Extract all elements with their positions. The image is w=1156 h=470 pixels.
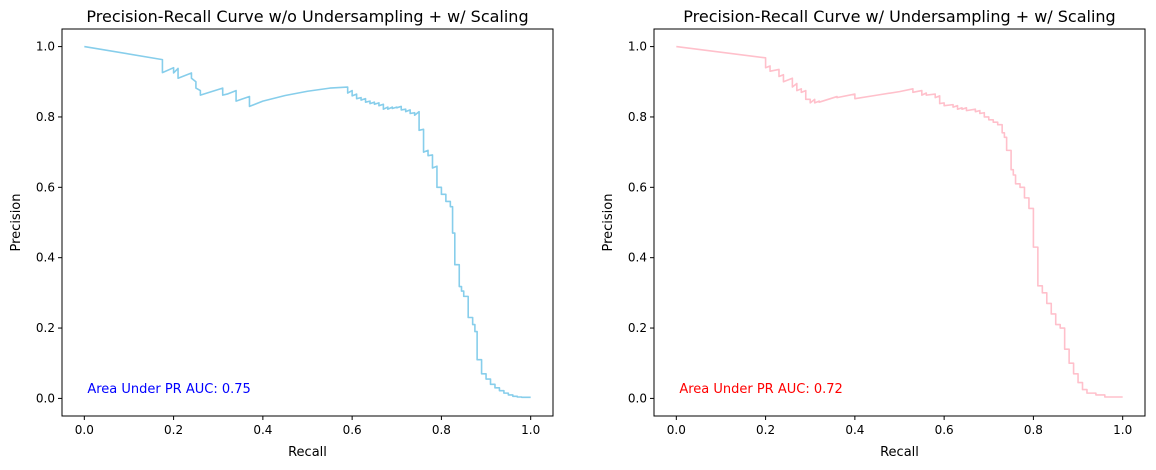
y-tick-label: 0.8 [36, 110, 55, 124]
x-tick-label: 0.2 [164, 423, 183, 437]
chart-panel-1: Precision-Recall Curve w/o Undersampling… [9, 7, 554, 460]
plot-frame [653, 28, 1146, 417]
x-axis-label: Recall [880, 445, 919, 460]
y-tick-label: 0.0 [36, 391, 55, 405]
chart-title: Precision-Recall Curve w/ Undersampling … [683, 7, 1115, 26]
y-tick-label: 1.0 [36, 40, 55, 54]
x-tick-label: 1.0 [521, 423, 540, 437]
x-tick-label: 0.2 [756, 423, 775, 437]
y-tick-label: 0.4 [36, 251, 55, 265]
x-tick-label: 0.6 [343, 423, 362, 437]
y-tick-label: 0.6 [36, 180, 55, 194]
x-tick-label: 0.0 [75, 423, 94, 437]
x-tick-label: 0.0 [667, 423, 686, 437]
series-line-1 [676, 45, 1123, 398]
x-tick-label: 0.4 [253, 423, 272, 437]
chart-panel-2: Precision-Recall Curve w/ Undersampling … [601, 7, 1146, 460]
y-tick-label: 0.0 [628, 391, 647, 405]
x-tick-label: 0.8 [1024, 423, 1043, 437]
y-tick-label: 0.2 [36, 321, 55, 335]
chart-title: Precision-Recall Curve w/o Undersampling… [86, 7, 528, 26]
x-axis-label: Recall [288, 445, 327, 460]
x-tick-label: 1.0 [1113, 423, 1132, 437]
y-axis-label: Precision [9, 193, 24, 251]
series-line-1 [84, 45, 531, 399]
y-tick-label: 1.0 [628, 40, 647, 54]
y-tick-label: 0.2 [628, 321, 647, 335]
y-tick-label: 0.8 [628, 110, 647, 124]
x-tick-label: 0.4 [845, 423, 864, 437]
x-tick-label: 0.8 [432, 423, 451, 437]
y-tick-label: 0.4 [628, 251, 647, 265]
y-axis-label: Precision [601, 193, 616, 251]
auc-annotation: Area Under PR AUC: 0.75 [87, 382, 250, 397]
auc-annotation: Area Under PR AUC: 0.72 [679, 382, 842, 397]
plot-frame [61, 28, 554, 417]
y-tick-label: 0.6 [628, 180, 647, 194]
x-tick-label: 0.6 [935, 423, 954, 437]
